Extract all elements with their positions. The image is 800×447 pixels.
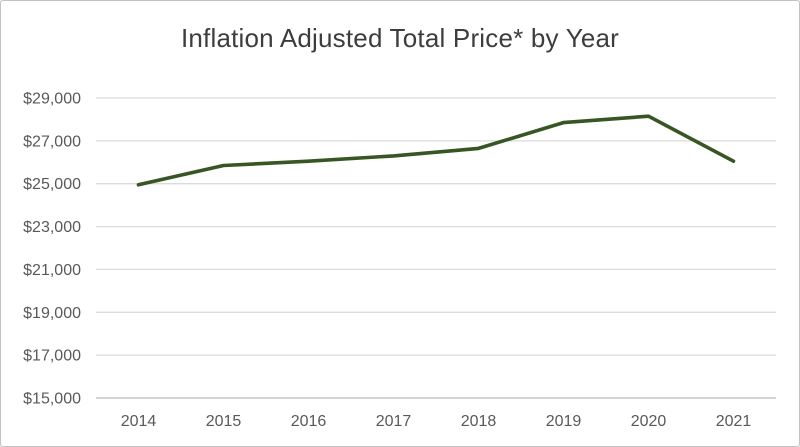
x-axis-tick-label: 2016	[291, 413, 327, 430]
x-axis-tick-label: 2014	[121, 413, 157, 430]
y-axis-tick-label: $25,000	[23, 176, 81, 193]
x-axis-tick-label: 2019	[546, 413, 582, 430]
y-axis-tick-label: $23,000	[23, 219, 81, 236]
y-axis-tick-label: $21,000	[23, 262, 81, 279]
y-axis-tick-label: $27,000	[23, 133, 81, 150]
y-axis-tick-label: $17,000	[23, 348, 81, 365]
chart-title: Inflation Adjusted Total Price* by Year	[180, 23, 620, 53]
y-axis-tick-label: $19,000	[23, 305, 81, 322]
x-axis-tick-label: 2021	[716, 413, 752, 430]
y-axis-tick-label: $15,000	[23, 391, 81, 408]
x-axis-tick-label: 2018	[461, 413, 497, 430]
data-line-series	[136, 114, 736, 187]
x-axis-tick-label: 2017	[376, 413, 412, 430]
x-axis-tick-label: 2020	[631, 413, 667, 430]
x-axis-tick-label: 2015	[206, 413, 242, 430]
y-axis-tick-label: $29,000	[23, 91, 81, 108]
